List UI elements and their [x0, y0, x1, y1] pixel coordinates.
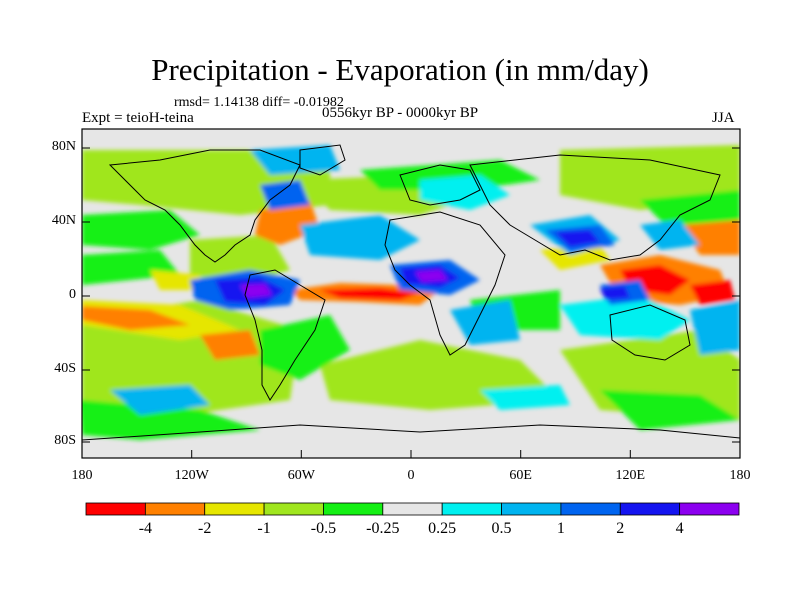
lon-label-60e: 60E: [509, 468, 532, 483]
colorbar-swatch: [323, 502, 384, 516]
colorbar-label: -1: [257, 520, 271, 537]
colorbar: [85, 502, 740, 516]
colorbar-label: -4: [138, 520, 153, 537]
stats-text: rmsd= 1.14138 diff= -0.01982: [174, 95, 344, 110]
lon-label-120w: 120W: [174, 468, 209, 483]
precip-field: [82, 144, 740, 441]
experiment-label: Expt = teioH-teina: [82, 110, 194, 126]
lon-ticks: [81, 450, 741, 458]
colorbar-label: -0.25: [366, 520, 400, 537]
lat-ticks: [82, 147, 740, 443]
colorbar-label: 2: [616, 520, 625, 537]
colorbar-swatch: [619, 502, 681, 516]
lon-label-0: 0: [407, 468, 415, 483]
colorbar-swatch: [204, 502, 265, 516]
season-label: JJA: [712, 110, 735, 126]
lon-label-180e: 180: [729, 468, 751, 483]
coastlines: [82, 144, 740, 441]
colorbar-label: 0.25: [428, 520, 457, 537]
colorbar-label: -2: [198, 520, 212, 537]
colorbar-swatch: [501, 502, 562, 516]
plot-title: Precipitation - Evaporation (in mm/day): [151, 52, 649, 87]
colorbar-swatch: [85, 502, 146, 516]
lon-label-120e: 120E: [615, 468, 646, 483]
lat-label-40s: 40S: [54, 361, 76, 376]
colorbar-label: -0.5: [310, 520, 337, 537]
lat-label-0: 0: [69, 287, 76, 302]
colorbar-label: 0.5: [491, 520, 512, 537]
colorbar-label: 1: [556, 520, 565, 537]
lat-label-40n: 40N: [51, 213, 76, 228]
lat-label-80n: 80N: [51, 139, 76, 154]
lon-label-60w: 60W: [287, 468, 315, 483]
colorbar-label: 4: [675, 520, 684, 537]
colorbar-swatch: [144, 502, 206, 516]
colorbar-swatch: [382, 502, 443, 516]
lon-label-180w: 180: [71, 468, 93, 483]
colorbar-swatch: [263, 502, 324, 516]
colorbar-swatch: [441, 502, 502, 516]
colorbar-swatch: [679, 502, 740, 516]
period-label: 0556kyr BP - 0000kyr BP: [322, 105, 479, 121]
colorbar-swatch: [560, 502, 621, 516]
lat-label-80s: 80S: [54, 433, 76, 448]
